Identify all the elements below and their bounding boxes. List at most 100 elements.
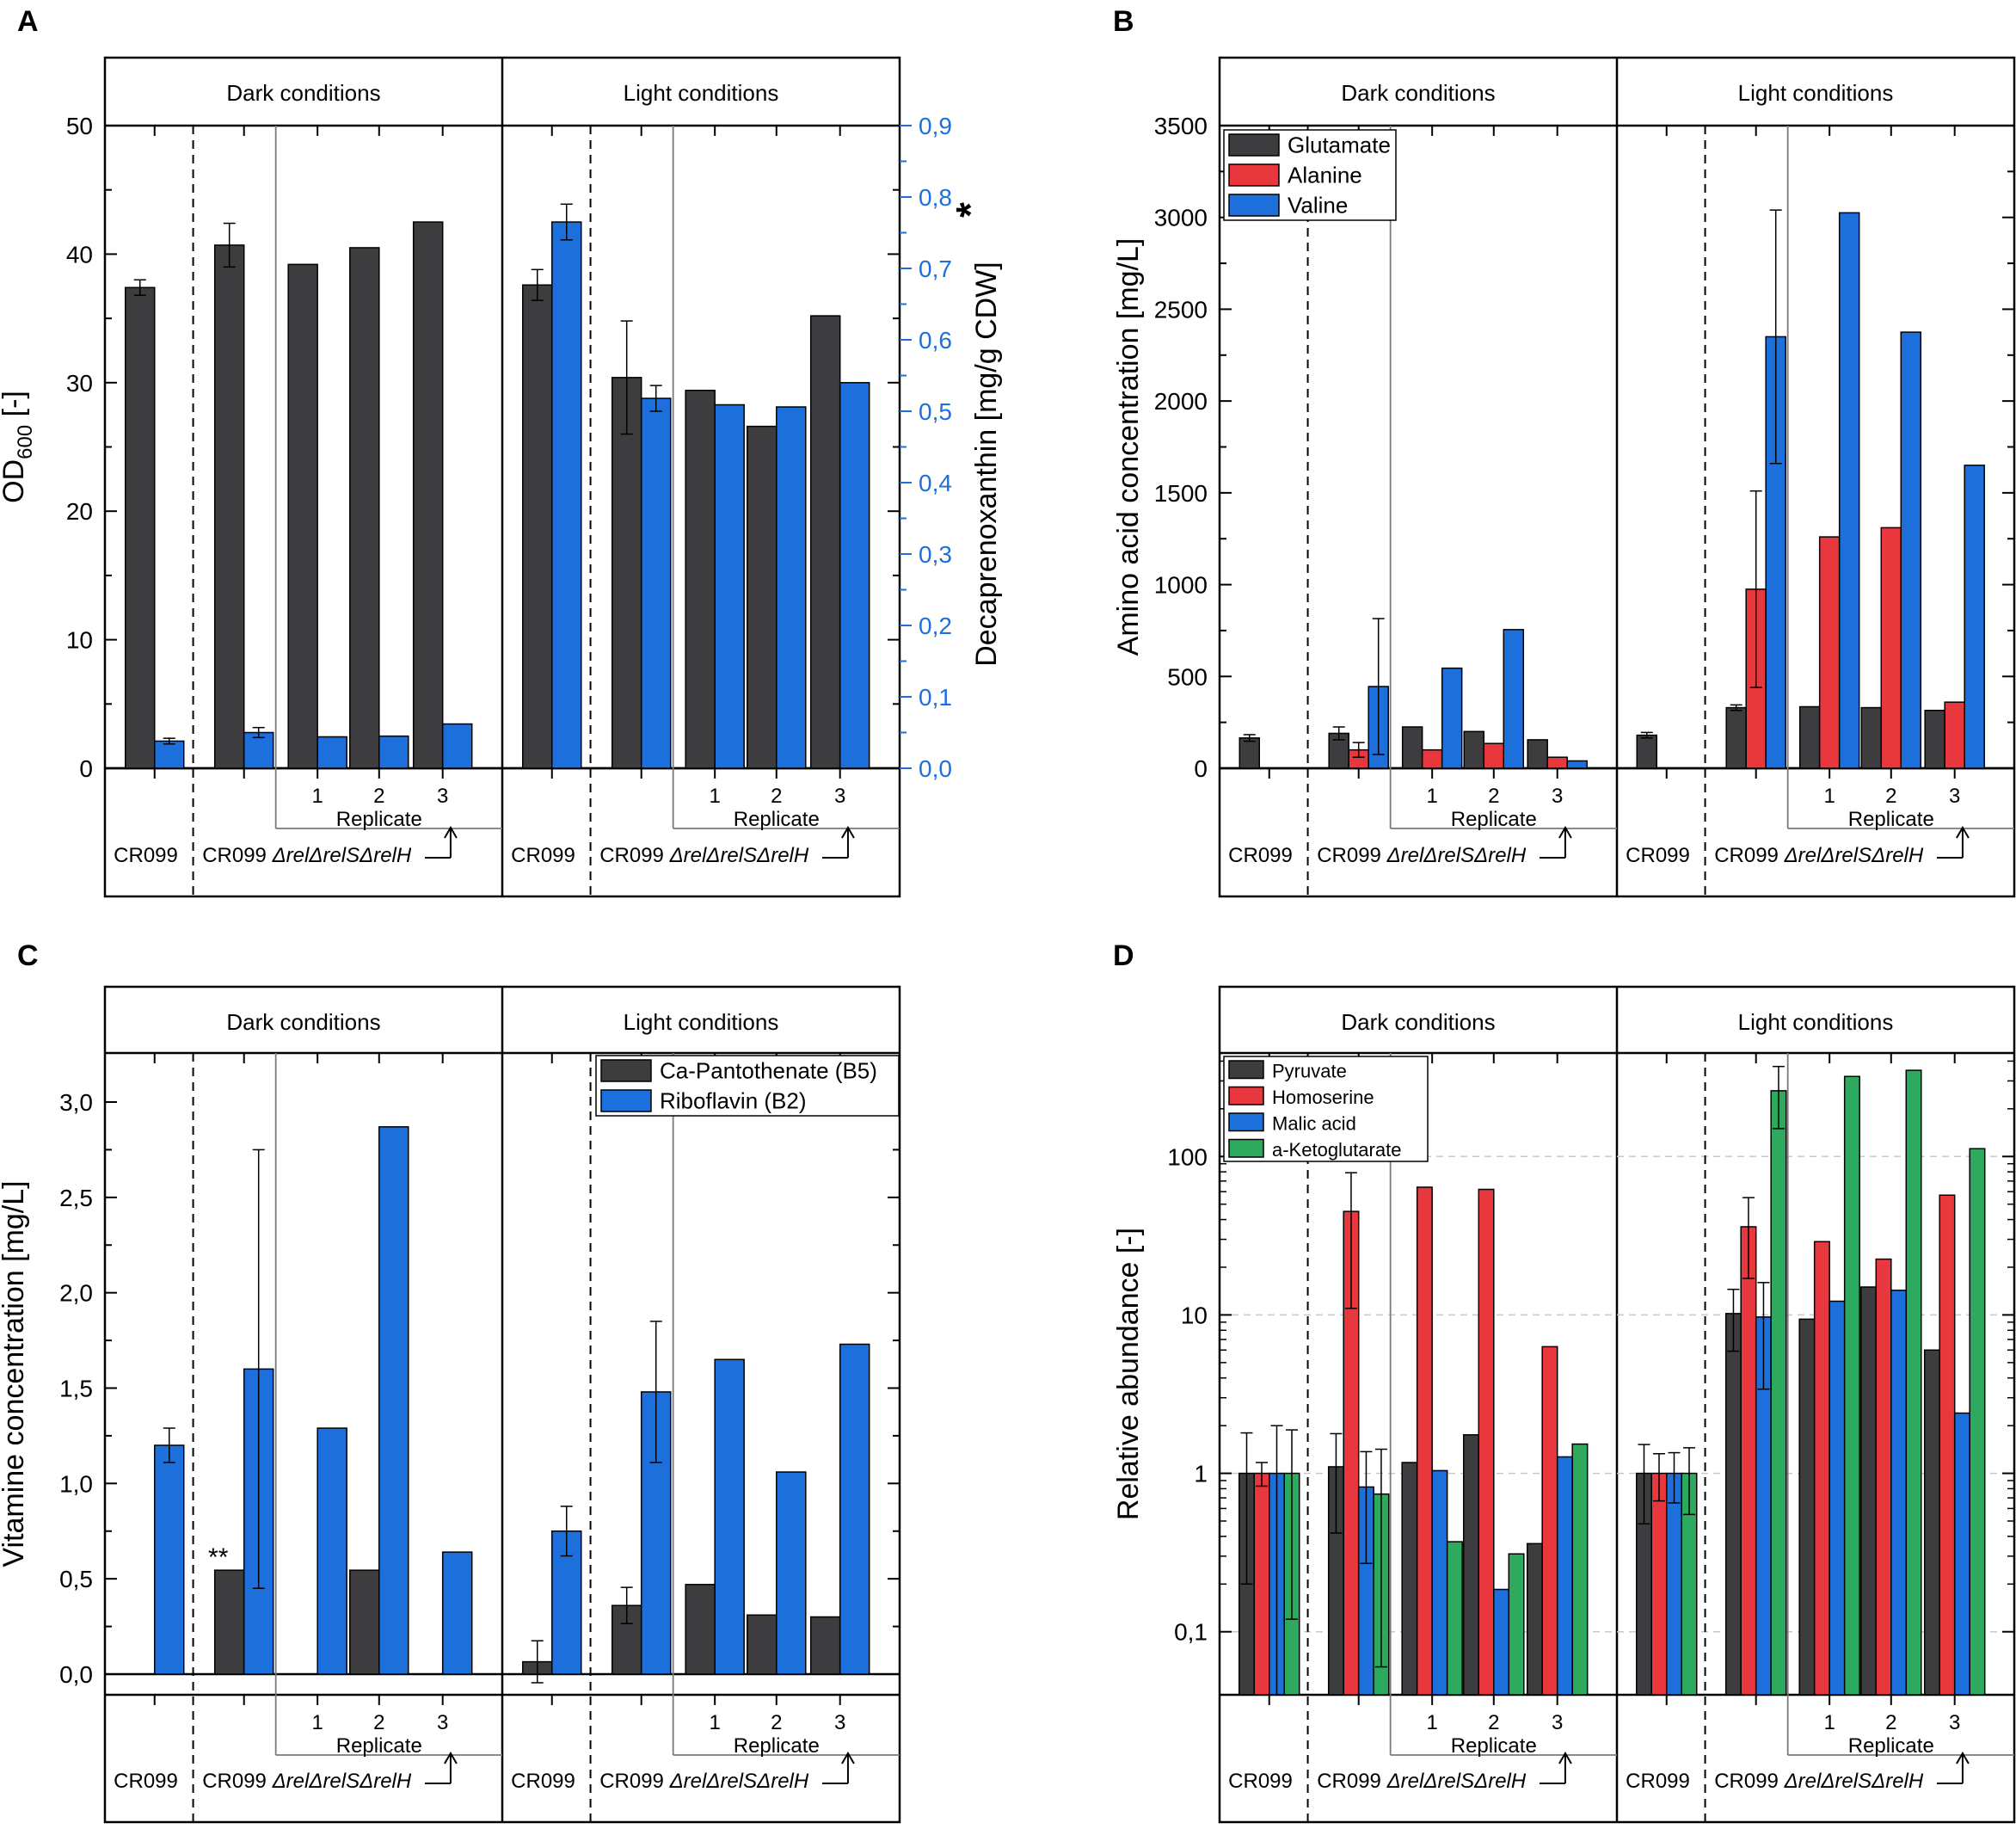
bar [378, 735, 409, 769]
bar [839, 382, 870, 769]
replicate-number: 1 [311, 1711, 323, 1734]
bar [1503, 629, 1525, 769]
replicate-number: 3 [437, 1711, 448, 1734]
replicate-label: Replicate [1451, 1734, 1537, 1758]
bar [1666, 1472, 1682, 1696]
y-tick-label: 50 [66, 113, 93, 139]
group-label-wt: CR099 [114, 1770, 178, 1793]
y2-tick-label: 0,5 [919, 398, 952, 425]
y-tick-label: 1,0 [59, 1470, 93, 1497]
y2-tick-label: 0,4 [919, 470, 952, 496]
y-axis-title: Amino acid concentration [mg/L] [1112, 238, 1145, 656]
replicate-number: 1 [1426, 1711, 1437, 1734]
y-tick-label: 2500 [1154, 296, 1208, 323]
bar [1900, 331, 1922, 769]
legend-label: Pyruvate [1272, 1060, 1347, 1081]
y-tick-label: 10 [1181, 1302, 1208, 1328]
group-label-mutant: CR099 ΔrelΔrelSΔrelH [202, 844, 412, 867]
y-tick-label: 1 [1194, 1461, 1208, 1487]
legend-label: Alanine [1288, 163, 1362, 188]
bar [1441, 667, 1463, 769]
replicate-number: 3 [1949, 785, 1960, 808]
y-tick-label: 0,0 [59, 1661, 93, 1688]
bar [1541, 1346, 1558, 1696]
y-axis-title-base: OD [0, 459, 30, 503]
bar [1924, 710, 1945, 769]
group-label-mutant-strain: CR099 [202, 844, 272, 867]
bar [1818, 536, 1841, 769]
bar [640, 397, 672, 769]
y-tick-label: 30 [66, 370, 93, 397]
y-tick-label: 1500 [1154, 480, 1208, 507]
replicate-number: 2 [1885, 1711, 1896, 1734]
arrow-head [444, 826, 458, 839]
bar [412, 221, 444, 769]
bar [1431, 1469, 1448, 1696]
legend-label: Glutamate [1288, 132, 1391, 158]
bar [1944, 701, 1965, 769]
y-tick-label: 20 [66, 498, 93, 525]
y2-tick-label: 0,9 [919, 113, 952, 139]
bar [1446, 1541, 1463, 1696]
group-label-mutant: CR099 ΔrelΔrelSΔrelH [599, 844, 809, 867]
group-label-mutant-strain: CR099 [1317, 1770, 1386, 1793]
replicate-number: 1 [1823, 785, 1835, 808]
bar [1527, 739, 1548, 769]
legend-swatch [600, 1089, 652, 1112]
legend-swatch [1228, 194, 1280, 217]
panel-letter: A [17, 5, 39, 38]
legend-swatch [600, 1059, 652, 1082]
bar [1860, 1286, 1878, 1696]
bar [1401, 726, 1423, 769]
bar [1238, 737, 1260, 769]
y-axis-title: Vitamine concentration [mg/L] [0, 1180, 30, 1567]
arrow-head [1956, 826, 1970, 839]
bar [1546, 756, 1568, 769]
significance-annotation: ** [208, 1543, 229, 1572]
bar [809, 315, 841, 769]
legend-swatch [1228, 1112, 1264, 1132]
replicate-label: Replicate [734, 808, 820, 831]
replicate-number: 2 [373, 1711, 384, 1734]
bar [378, 1126, 409, 1675]
bar [1770, 1090, 1787, 1696]
bar [1483, 742, 1505, 769]
legend-swatch [1228, 1060, 1264, 1080]
bar [349, 247, 380, 769]
bar [1969, 1148, 1986, 1696]
group-label-mutant-strain: CR099 [1714, 1770, 1784, 1793]
y-axis-title: OD600 [-] [0, 391, 37, 503]
bar [1798, 705, 1821, 769]
replicate-label: Replicate [1848, 1734, 1934, 1758]
bar [287, 263, 318, 769]
replicate-label: Replicate [1848, 808, 1934, 831]
arrow-head [841, 1752, 855, 1764]
y2-tick-label: 0,3 [919, 541, 952, 568]
y2-tick-label: 0,6 [919, 327, 952, 354]
bar [1463, 730, 1485, 769]
bar [776, 1471, 807, 1675]
y-tick-label: 0,5 [59, 1566, 93, 1592]
replicate-number: 1 [709, 785, 720, 808]
bar [317, 736, 347, 769]
bar [1650, 1472, 1668, 1696]
replicate-label: Replicate [734, 1734, 820, 1758]
legend-label: Malic acid [1272, 1112, 1356, 1134]
replicate-number: 2 [771, 1711, 782, 1734]
y-tick-label: 0 [1194, 755, 1208, 782]
replicate-number: 3 [834, 785, 845, 808]
panel-letter: C [17, 939, 39, 972]
group-label-wt: CR099 [1228, 1770, 1293, 1793]
group-label-wt: CR099 [114, 844, 178, 867]
arrow-head [1956, 1752, 1970, 1764]
y-axis-title: Relative abundance [-] [1112, 1228, 1145, 1520]
condition-header: Light conditions [1738, 80, 1894, 106]
bar [1875, 1258, 1892, 1696]
panel-letter: B [1113, 5, 1134, 38]
bar [714, 1358, 745, 1675]
replicate-number: 1 [1823, 1711, 1835, 1734]
group-label-mutant-strain: CR099 [599, 1770, 669, 1793]
y-tick-label: 3000 [1154, 205, 1208, 231]
